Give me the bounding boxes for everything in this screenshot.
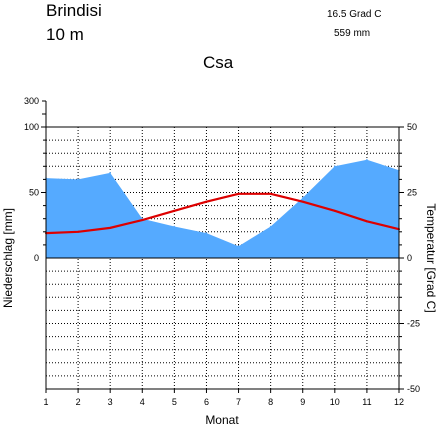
x-axis-label: Monat (205, 413, 239, 427)
y-left-tick-label: 300 (24, 96, 39, 106)
y-left-tick-label: 50 (29, 188, 39, 198)
precipitation-point (173, 225, 176, 228)
precipitation-point (205, 232, 208, 234)
y-left-tick-label: 0 (34, 253, 39, 263)
y-right-tick-label: -25 (407, 319, 420, 329)
y-left-tick-label: 100 (24, 122, 39, 132)
climate-classification: Csa (203, 53, 234, 72)
x-tick-label: 4 (140, 397, 145, 407)
precipitation-series (46, 159, 399, 258)
x-tick-label: 7 (236, 397, 241, 407)
plot-frame (41, 100, 404, 393)
precipitation-point (301, 196, 304, 199)
y-axis-right-label: Temperatur [Grad C] (424, 203, 438, 312)
x-tick-label: 11 (362, 397, 371, 407)
x-tick-label: 8 (268, 397, 273, 407)
temperature-point (301, 200, 304, 203)
y-right-tick-label: 0 (407, 253, 412, 263)
x-tick-label: 6 (204, 397, 209, 407)
temperature-point (269, 192, 272, 195)
x-tick-label: 3 (108, 397, 113, 407)
temperature-series (45, 192, 400, 235)
precipitation-point (334, 165, 336, 168)
precipitation-point (237, 245, 240, 248)
temperature-point (173, 209, 176, 212)
precipitation-point (366, 158, 368, 161)
y-right-tick-label: -50 (407, 384, 420, 394)
temperature-point (365, 220, 368, 223)
precipitation-point (109, 172, 111, 174)
y-axis-left-label: Niederschlag [mm] (1, 208, 15, 308)
x-tick-label: 10 (330, 397, 340, 407)
y-right-tick-label: 50 (407, 122, 417, 132)
precipitation-area (45, 158, 400, 258)
station-name: Brindisi (46, 1, 102, 20)
temperature-point (205, 200, 208, 203)
precipitation-point (269, 225, 272, 228)
annual-precipitation: 559 mm (334, 28, 370, 39)
x-tick-label: 5 (172, 397, 177, 407)
precipitation-point (77, 178, 79, 181)
temperature-point (141, 219, 144, 222)
x-tick-label: 12 (394, 397, 404, 407)
temperature-point (109, 226, 112, 229)
station-elevation: 10 m (46, 25, 84, 44)
temperature-point (237, 192, 240, 195)
x-tick-label: 2 (76, 397, 81, 407)
x-tick-label: 9 (300, 397, 305, 407)
x-tick-label: 1 (43, 397, 48, 407)
y-right-tick-label: 25 (407, 188, 417, 198)
temperature-point (333, 209, 336, 212)
mean-temperature: 16.5 Grad C (327, 9, 381, 20)
temperature-point (77, 230, 80, 233)
